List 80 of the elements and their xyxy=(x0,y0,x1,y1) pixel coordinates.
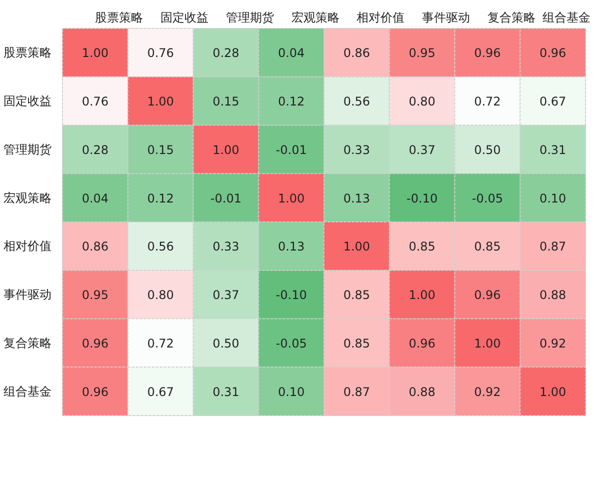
data-label: 0.86 xyxy=(82,240,109,254)
data-label: 0.31 xyxy=(539,142,566,157)
data-label: 0.85 xyxy=(408,240,436,254)
data-label: 0.31 xyxy=(212,384,240,399)
data-label: 0.15 xyxy=(212,94,240,109)
x-tick-label: 复合策略 xyxy=(487,10,536,24)
data-label: 0.15 xyxy=(147,142,174,157)
data-label: 0.72 xyxy=(147,336,174,350)
data-label: 0.92 xyxy=(539,336,566,350)
x-tick-label: 相对价值 xyxy=(356,10,405,24)
data-label: 0.50 xyxy=(474,142,501,157)
data-label: 0.04 xyxy=(278,46,305,60)
data-label: 0.37 xyxy=(408,142,436,157)
data-label: 0.56 xyxy=(343,94,370,109)
x-tick-label: 股票策略 xyxy=(95,10,144,24)
data-label: 0.67 xyxy=(539,94,566,109)
data-label: 1.00 xyxy=(408,288,436,302)
data-label: 0.33 xyxy=(343,142,370,157)
data-label: 0.12 xyxy=(278,94,305,109)
y-tick-label: 相对价值 xyxy=(4,239,52,254)
data-label: 0.80 xyxy=(408,94,436,109)
data-label: -0.01 xyxy=(210,191,242,206)
data-label: 0.13 xyxy=(343,191,370,206)
y-tick-label: 组合基金 xyxy=(4,384,52,398)
y-tick-label: 固定收益 xyxy=(4,94,52,108)
data-label: 0.96 xyxy=(408,336,436,350)
data-label: 0.87 xyxy=(343,384,370,399)
y-tick-label: 股票策略 xyxy=(4,46,52,60)
data-label: 0.86 xyxy=(343,46,370,60)
data-label: 0.96 xyxy=(539,46,566,60)
data-label: 0.95 xyxy=(408,46,436,60)
data-label: 0.80 xyxy=(147,288,174,302)
data-label: 0.95 xyxy=(82,288,109,302)
data-label: 0.88 xyxy=(539,288,566,302)
data-label: 1.00 xyxy=(474,336,501,350)
data-label: -0.05 xyxy=(472,191,503,206)
data-label: 0.33 xyxy=(212,240,240,254)
data-label: 0.85 xyxy=(343,336,370,350)
data-label: -0.10 xyxy=(406,191,438,206)
y-tick-label: 宏观策略 xyxy=(4,190,52,205)
data-label: 0.76 xyxy=(82,94,109,109)
y-tick-label: 事件驱动 xyxy=(4,288,52,302)
data-label: 0.28 xyxy=(212,46,240,60)
data-label: 0.96 xyxy=(474,46,501,60)
data-label: 0.96 xyxy=(82,384,109,399)
data-label: 1.00 xyxy=(539,384,566,399)
data-label: 0.13 xyxy=(278,240,305,254)
data-label: 0.56 xyxy=(147,240,174,254)
x-tick-label: 固定收益 xyxy=(160,10,209,24)
data-label: 0.37 xyxy=(212,288,240,302)
data-label: 1.00 xyxy=(343,240,370,254)
data-label: 0.88 xyxy=(408,384,436,399)
data-label: -0.01 xyxy=(276,142,307,157)
data-label: 0.96 xyxy=(82,336,109,350)
data-label: 0.76 xyxy=(147,46,174,60)
data-label: 0.96 xyxy=(474,288,501,302)
y-tick-label: 复合策略 xyxy=(4,336,52,350)
data-label: 0.10 xyxy=(278,384,305,399)
data-label: 0.10 xyxy=(539,191,566,206)
data-label: 1.00 xyxy=(147,94,174,109)
data-label: 0.72 xyxy=(474,94,501,109)
data-label: 0.12 xyxy=(147,191,174,206)
x-tick-label: 组合基金 xyxy=(542,10,590,24)
data-label: 0.87 xyxy=(539,240,566,254)
data-label: 0.50 xyxy=(212,336,240,350)
x-tick-label: 宏观策略 xyxy=(291,10,340,24)
data-label: 1.00 xyxy=(82,46,109,60)
data-label: 1.00 xyxy=(278,191,305,206)
data-label: 0.28 xyxy=(82,142,109,157)
y-tick-label: 管理期货 xyxy=(4,142,52,156)
x-tick-label: 事件驱动 xyxy=(422,10,470,24)
data-label: 0.85 xyxy=(343,288,370,302)
data-label: 0.92 xyxy=(474,384,501,399)
data-label: 0.67 xyxy=(147,384,174,399)
data-label: -0.10 xyxy=(276,288,307,302)
data-label: -0.05 xyxy=(276,336,307,350)
data-label: 1.00 xyxy=(212,142,240,157)
x-tick-label: 管理期货 xyxy=(226,10,274,24)
data-label: 0.85 xyxy=(474,240,501,254)
data-label: 0.04 xyxy=(82,191,109,206)
